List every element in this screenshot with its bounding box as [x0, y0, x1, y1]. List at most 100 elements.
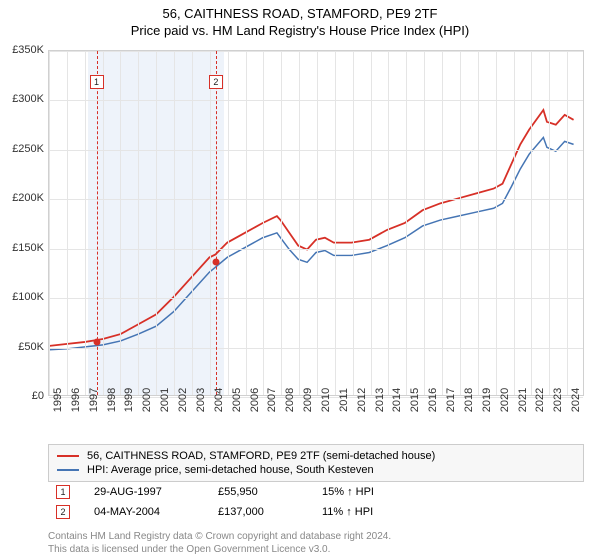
gridline-v — [156, 51, 157, 395]
x-axis-label: 1997 — [88, 388, 100, 412]
gridline-v — [120, 51, 121, 395]
legend-panel: 56, CAITHNESS ROAD, STAMFORD, PE9 2TF (s… — [48, 444, 584, 522]
x-axis-label: 2015 — [409, 388, 421, 412]
gridline-v — [246, 51, 247, 395]
x-axis-label: 2013 — [374, 388, 386, 412]
gridline-h — [49, 348, 583, 349]
sale-price: £137,000 — [218, 506, 298, 518]
sale-marker-dot — [212, 258, 219, 265]
gridline-h — [49, 51, 583, 52]
gridline-h — [49, 199, 583, 200]
x-axis-label: 2024 — [570, 388, 582, 412]
gridline-v — [460, 51, 461, 395]
legend-swatch — [57, 469, 79, 471]
x-axis-label: 2018 — [463, 388, 475, 412]
gridline-v — [49, 51, 50, 395]
legend-row: 56, CAITHNESS ROAD, STAMFORD, PE9 2TF (s… — [57, 449, 575, 463]
sale-price: £55,950 — [218, 486, 298, 498]
gridline-v — [103, 51, 104, 395]
y-axis-label: £50K — [18, 341, 44, 353]
event-line — [216, 51, 217, 395]
x-axis-label: 2021 — [517, 388, 529, 412]
gridline-v — [67, 51, 68, 395]
gridline-v — [388, 51, 389, 395]
line-series-svg — [49, 51, 583, 395]
legend-swatch — [57, 455, 79, 457]
sale-hpi-delta: 15% ↑ HPI — [322, 486, 422, 498]
x-axis-label: 2006 — [249, 388, 261, 412]
x-axis-label: 2003 — [195, 388, 207, 412]
legend-row: HPI: Average price, semi-detached house,… — [57, 463, 575, 477]
gridline-v — [567, 51, 568, 395]
gridline-v — [263, 51, 264, 395]
chart-subtitle: Price paid vs. HM Land Registry's House … — [0, 21, 600, 38]
sale-row: 2 04-MAY-2004 £137,000 11% ↑ HPI — [48, 502, 584, 522]
x-axis-label: 2010 — [320, 388, 332, 412]
gridline-v — [478, 51, 479, 395]
gridline-v — [210, 51, 211, 395]
gridline-v — [317, 51, 318, 395]
gridline-v — [85, 51, 86, 395]
legend-label: 56, CAITHNESS ROAD, STAMFORD, PE9 2TF (s… — [87, 450, 435, 462]
x-axis-label: 2004 — [213, 388, 225, 412]
event-marker-box: 1 — [90, 75, 104, 89]
chart-title: 56, CAITHNESS ROAD, STAMFORD, PE9 2TF — [0, 0, 600, 21]
x-axis-label: 2019 — [481, 388, 493, 412]
x-axis-label: 2022 — [534, 388, 546, 412]
gridline-v — [496, 51, 497, 395]
x-axis-label: 1999 — [123, 388, 135, 412]
x-axis-label: 2012 — [356, 388, 368, 412]
x-axis-label: 2008 — [284, 388, 296, 412]
gridline-v — [228, 51, 229, 395]
y-axis-label: £150K — [12, 242, 44, 254]
x-axis-label: 2007 — [266, 388, 278, 412]
footer-line2: This data is licensed under the Open Gov… — [48, 543, 391, 556]
x-axis-label: 2009 — [302, 388, 314, 412]
plot-area: 12 — [48, 50, 584, 396]
chart-container: 56, CAITHNESS ROAD, STAMFORD, PE9 2TF Pr… — [0, 0, 600, 560]
legend-label: HPI: Average price, semi-detached house,… — [87, 464, 374, 476]
sale-hpi-delta: 11% ↑ HPI — [322, 506, 422, 518]
gridline-v — [531, 51, 532, 395]
y-axis-label: £300K — [12, 93, 44, 105]
gridline-v — [138, 51, 139, 395]
y-axis-label: £100K — [12, 291, 44, 303]
gridline-v — [514, 51, 515, 395]
x-axis-label: 1996 — [70, 388, 82, 412]
gridline-v — [174, 51, 175, 395]
gridline-v — [192, 51, 193, 395]
x-axis-label: 2017 — [445, 388, 457, 412]
event-marker-box: 2 — [209, 75, 223, 89]
x-axis-label: 2005 — [231, 388, 243, 412]
x-axis-label: 1995 — [52, 388, 64, 412]
sale-row: 1 29-AUG-1997 £55,950 15% ↑ HPI — [48, 482, 584, 502]
sale-date: 29-AUG-1997 — [94, 486, 194, 498]
gridline-h — [49, 100, 583, 101]
x-axis-label: 2000 — [141, 388, 153, 412]
sale-number-box: 2 — [56, 505, 70, 519]
y-axis-label: £350K — [12, 44, 44, 56]
sale-date: 04-MAY-2004 — [94, 506, 194, 518]
x-axis-label: 2016 — [427, 388, 439, 412]
gridline-v — [442, 51, 443, 395]
footer-line1: Contains HM Land Registry data © Crown c… — [48, 530, 391, 543]
gridline-v — [335, 51, 336, 395]
y-axis-label: £200K — [12, 192, 44, 204]
gridline-v — [299, 51, 300, 395]
gridline-v — [406, 51, 407, 395]
y-axis-label: £250K — [12, 143, 44, 155]
x-axis-label: 2014 — [391, 388, 403, 412]
legend-box: 56, CAITHNESS ROAD, STAMFORD, PE9 2TF (s… — [48, 444, 584, 482]
x-axis-label: 2002 — [177, 388, 189, 412]
gridline-v — [549, 51, 550, 395]
x-axis-label: 2001 — [159, 388, 171, 412]
sale-marker-dot — [93, 338, 100, 345]
x-axis-label: 2020 — [499, 388, 511, 412]
footer-attribution: Contains HM Land Registry data © Crown c… — [48, 530, 391, 556]
sale-number-box: 1 — [56, 485, 70, 499]
gridline-h — [49, 150, 583, 151]
sales-table: 1 29-AUG-1997 £55,950 15% ↑ HPI 2 04-MAY-2004… — [48, 482, 584, 522]
x-axis-label: 1998 — [106, 388, 118, 412]
gridline-h — [49, 249, 583, 250]
x-axis-label: 2011 — [338, 388, 350, 412]
